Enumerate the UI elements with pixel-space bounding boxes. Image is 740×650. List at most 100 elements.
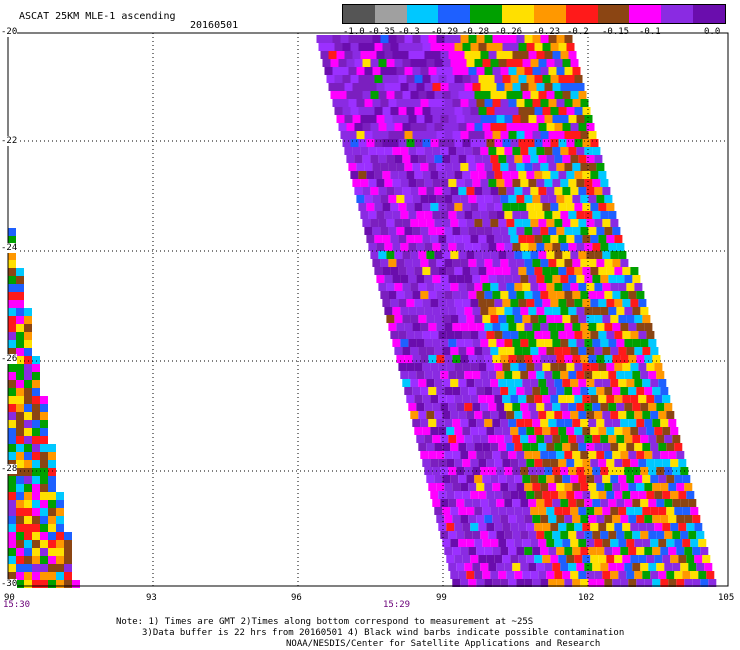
swath-cell xyxy=(534,427,543,435)
swath-cell xyxy=(452,483,461,491)
swath-cell xyxy=(8,428,16,436)
swath-cell xyxy=(48,532,56,540)
swath-cell xyxy=(546,443,555,451)
swath-cell xyxy=(400,211,409,219)
swath-cell xyxy=(462,331,471,339)
swath-cell xyxy=(562,379,571,387)
y-tick-30: -30 xyxy=(1,579,18,589)
swath-cell xyxy=(386,283,395,291)
swath-cell xyxy=(560,51,569,59)
swath-cell xyxy=(456,211,465,219)
swath-cell xyxy=(470,139,479,147)
swath-cell xyxy=(676,515,685,523)
swath-cell xyxy=(548,387,557,395)
swath-cell xyxy=(500,163,509,171)
swath-cell xyxy=(390,267,399,275)
swath-cell xyxy=(572,419,581,427)
swath-cell xyxy=(516,67,525,75)
swath-cell xyxy=(430,363,439,371)
swath-cell xyxy=(540,515,549,523)
swath-cell xyxy=(422,267,431,275)
swath-cell xyxy=(544,243,553,251)
swath-cell xyxy=(540,67,549,75)
swath-cell xyxy=(560,531,569,539)
swath-cell xyxy=(476,67,485,75)
swath-cell xyxy=(398,267,407,275)
swath-cell xyxy=(604,579,613,587)
swath-cell xyxy=(490,411,499,419)
swath-cell xyxy=(462,555,471,563)
swath-cell xyxy=(450,347,459,355)
swath-cell xyxy=(448,435,457,443)
swath-cell xyxy=(462,363,471,371)
swath-cell xyxy=(560,499,569,507)
swath-cell xyxy=(434,59,443,67)
swath-cell xyxy=(578,315,587,323)
swath-cell xyxy=(432,115,441,123)
swath-cell xyxy=(454,75,463,83)
swath-cell xyxy=(362,123,371,131)
swath-cell xyxy=(644,547,653,555)
swath-cell xyxy=(404,291,413,299)
swath-cell xyxy=(614,331,623,339)
swath-cell xyxy=(486,491,495,499)
swath-cell xyxy=(48,516,56,524)
swath-cell xyxy=(538,571,547,579)
swath-cell xyxy=(556,163,565,171)
swath-cell xyxy=(524,163,533,171)
swath-cell xyxy=(544,563,553,571)
swath-cell xyxy=(542,555,551,563)
swath-cell xyxy=(516,195,525,203)
swath-cell xyxy=(500,259,509,267)
swath-cell xyxy=(492,387,501,395)
swath-cell xyxy=(572,227,581,235)
swath-cell xyxy=(444,35,453,43)
swath-cell xyxy=(504,435,513,443)
swath-cell xyxy=(650,379,659,387)
swath-cell xyxy=(460,515,469,523)
swath-cell xyxy=(502,427,511,435)
swath-cell xyxy=(362,187,371,195)
swath-cell xyxy=(48,540,56,548)
swath-cell xyxy=(388,259,397,267)
swath-cell xyxy=(648,499,657,507)
swath-cell xyxy=(410,283,419,291)
swath-cell xyxy=(406,107,415,115)
swath-cell xyxy=(500,451,509,459)
swath-cell xyxy=(392,307,401,315)
swath-cell xyxy=(374,107,383,115)
swath-cell xyxy=(530,411,539,419)
swath-cell xyxy=(590,491,599,499)
swath-cell xyxy=(442,315,451,323)
swath-cell xyxy=(8,308,16,316)
swath-cell xyxy=(564,547,573,555)
swath-cell xyxy=(402,379,411,387)
swath-cell xyxy=(630,299,639,307)
swath-cell xyxy=(550,555,559,563)
swath-cell xyxy=(24,484,32,492)
swath-cell xyxy=(472,563,481,571)
swath-cell xyxy=(492,99,501,107)
swath-cell xyxy=(446,363,455,371)
swath-cell xyxy=(534,267,543,275)
swath-cell xyxy=(512,83,521,91)
swath-cell xyxy=(628,451,637,459)
swath-cell xyxy=(524,515,533,523)
swath-cell xyxy=(624,563,633,571)
swath-cell xyxy=(422,139,431,147)
swath-cell xyxy=(514,443,523,451)
swath-cell xyxy=(372,227,381,235)
swath-cell xyxy=(578,571,587,579)
swath-cell xyxy=(614,395,623,403)
swath-cell xyxy=(64,556,72,564)
swath-cell xyxy=(578,251,587,259)
swath-cell xyxy=(628,387,637,395)
note-line-1: Note: 1) Times are GMT 2)Times along bot… xyxy=(116,617,534,627)
swath-cell xyxy=(414,331,423,339)
swath-cell xyxy=(400,243,409,251)
swath-cell xyxy=(454,299,463,307)
swath-cell xyxy=(438,107,447,115)
swath-cell xyxy=(632,403,641,411)
swath-cell xyxy=(556,99,565,107)
swath-cell xyxy=(506,59,515,67)
